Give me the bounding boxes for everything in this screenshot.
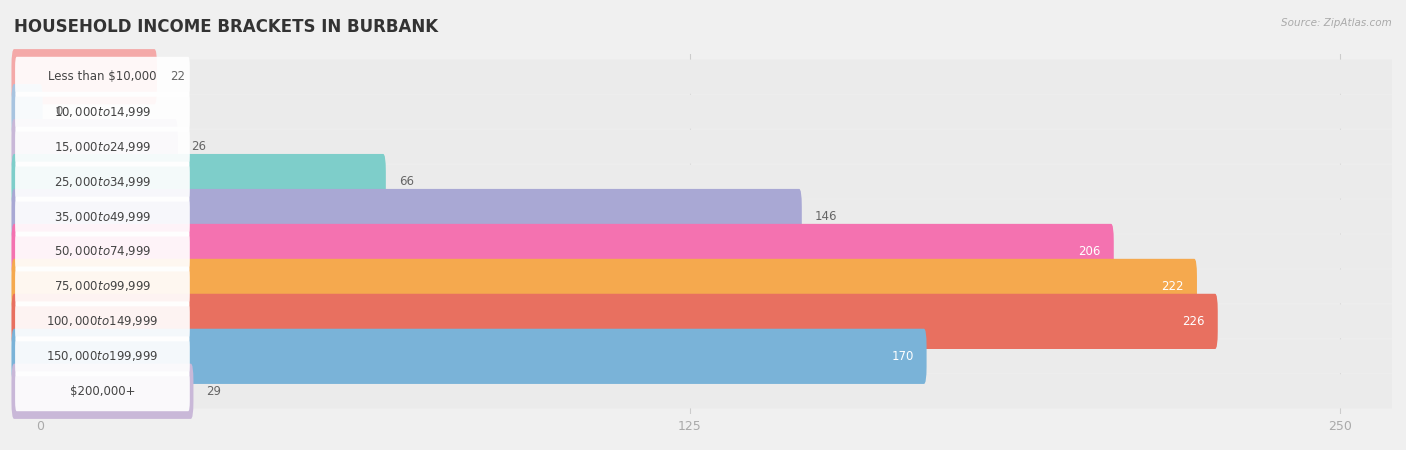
Text: $150,000 to $199,999: $150,000 to $199,999 [46,349,159,363]
FancyBboxPatch shape [11,154,385,209]
Text: 222: 222 [1161,280,1184,293]
FancyBboxPatch shape [14,59,1392,94]
Text: 66: 66 [399,175,413,188]
FancyBboxPatch shape [11,49,157,104]
FancyBboxPatch shape [14,234,1392,269]
FancyBboxPatch shape [15,232,190,271]
FancyBboxPatch shape [15,162,190,202]
Text: $15,000 to $24,999: $15,000 to $24,999 [53,140,152,153]
Text: 26: 26 [191,140,205,153]
FancyBboxPatch shape [15,127,190,166]
Text: $100,000 to $149,999: $100,000 to $149,999 [46,315,159,328]
FancyBboxPatch shape [15,92,190,131]
FancyBboxPatch shape [14,374,1392,409]
FancyBboxPatch shape [14,199,1392,234]
FancyBboxPatch shape [15,266,190,306]
FancyBboxPatch shape [11,189,801,244]
FancyBboxPatch shape [11,328,927,384]
Text: 146: 146 [815,210,838,223]
FancyBboxPatch shape [14,339,1392,374]
Text: $35,000 to $49,999: $35,000 to $49,999 [53,210,152,224]
Text: 0: 0 [56,105,63,118]
FancyBboxPatch shape [14,130,1392,164]
FancyBboxPatch shape [15,57,190,97]
Text: Less than $10,000: Less than $10,000 [48,70,156,83]
Text: HOUSEHOLD INCOME BRACKETS IN BURBANK: HOUSEHOLD INCOME BRACKETS IN BURBANK [14,18,439,36]
FancyBboxPatch shape [11,294,1218,349]
FancyBboxPatch shape [15,337,190,376]
Text: Source: ZipAtlas.com: Source: ZipAtlas.com [1281,18,1392,28]
FancyBboxPatch shape [15,302,190,341]
Text: $75,000 to $99,999: $75,000 to $99,999 [53,279,152,293]
FancyBboxPatch shape [11,364,194,419]
FancyBboxPatch shape [14,94,1392,129]
Text: $25,000 to $34,999: $25,000 to $34,999 [53,175,152,189]
FancyBboxPatch shape [14,304,1392,338]
Text: 22: 22 [170,70,186,83]
FancyBboxPatch shape [15,197,190,236]
FancyBboxPatch shape [11,224,1114,279]
Text: 206: 206 [1078,245,1101,258]
Text: 226: 226 [1182,315,1205,328]
FancyBboxPatch shape [14,164,1392,199]
Text: 29: 29 [207,385,221,398]
FancyBboxPatch shape [15,371,190,411]
FancyBboxPatch shape [14,269,1392,304]
Text: $50,000 to $74,999: $50,000 to $74,999 [53,244,152,258]
Text: 170: 170 [891,350,914,363]
FancyBboxPatch shape [11,84,42,140]
Text: $200,000+: $200,000+ [70,385,135,398]
Text: $10,000 to $14,999: $10,000 to $14,999 [53,105,152,119]
FancyBboxPatch shape [11,119,177,174]
FancyBboxPatch shape [11,259,1197,314]
